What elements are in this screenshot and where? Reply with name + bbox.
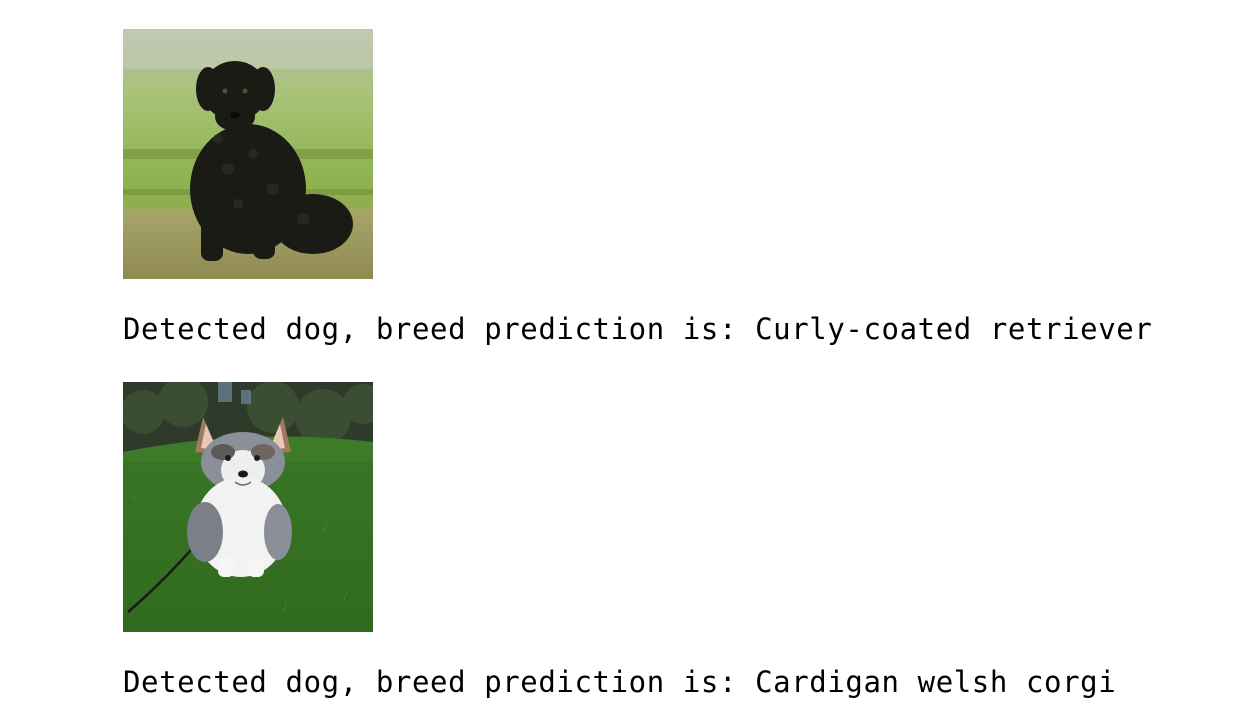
prediction-prefix: Detected dog, breed prediction is: bbox=[123, 665, 756, 699]
predicted-breed: Cardigan welsh corgi bbox=[755, 665, 1117, 699]
dog-photo-corgi bbox=[123, 382, 373, 632]
prediction-text-2: Detected dog, breed prediction is: Cardi… bbox=[123, 665, 1116, 699]
corgi-image bbox=[123, 382, 373, 632]
dog-photo-retriever bbox=[123, 29, 373, 279]
prediction-prefix: Detected dog, breed prediction is: bbox=[123, 312, 756, 346]
predicted-breed: Curly-coated retriever bbox=[755, 312, 1153, 346]
prediction-text-1: Detected dog, breed prediction is: Curly… bbox=[123, 312, 1152, 346]
retriever-image bbox=[123, 29, 373, 279]
